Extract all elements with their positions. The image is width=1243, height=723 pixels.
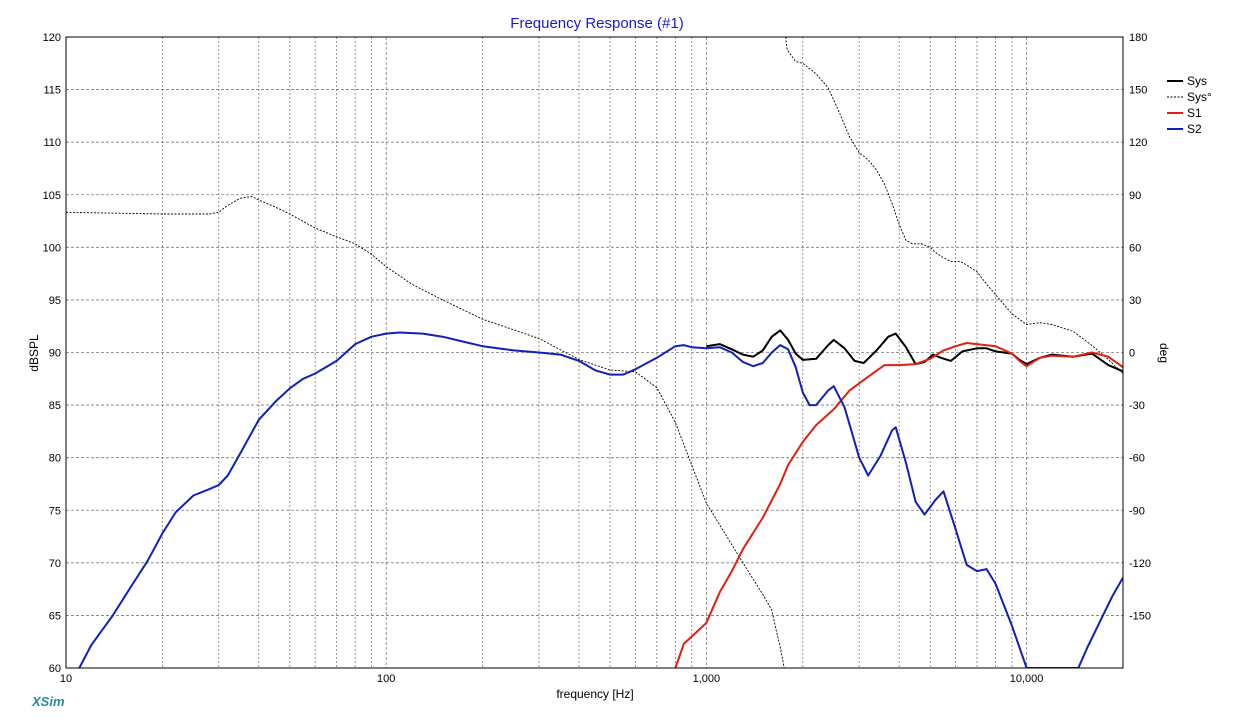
y-tick-label: 60 [49, 663, 61, 675]
y2-tick-label: 60 [1129, 242, 1141, 254]
legend-label: Sys [1187, 74, 1207, 88]
y2-axis-label: deg [1157, 343, 1171, 363]
grid [66, 37, 1123, 668]
series-line-s2 [78, 331, 1123, 668]
y2-tick-label: -90 [1129, 505, 1145, 517]
series-layer [66, 37, 1123, 668]
y2-tick-label: -30 [1129, 400, 1145, 412]
x-tick-label: 100 [377, 673, 395, 685]
y-tick-label: 65 [49, 610, 61, 622]
series-line-sys [706, 329, 1123, 373]
y-axis-label: dBSPL [27, 334, 41, 372]
x-tick-label: 10,000 [1010, 673, 1044, 685]
y-tick-label: 95 [49, 295, 61, 307]
x-axis-label: frequency [Hz] [556, 687, 633, 701]
chart-title: Frequency Response (#1) [510, 15, 683, 32]
y2-tick-label: 0 [1129, 348, 1135, 360]
brand-logo-text: XSim [31, 694, 65, 709]
y-tick-label: 85 [49, 400, 61, 412]
series-line-sys-phase [66, 37, 1123, 668]
x-tick-label: 10 [60, 673, 72, 685]
y2-tick-label: -120 [1129, 558, 1151, 570]
y-tick-label: 90 [49, 348, 61, 360]
y-tick-label: 75 [49, 505, 61, 517]
y-tick-label: 100 [43, 242, 61, 254]
y2-tick-label: 90 [1129, 190, 1141, 202]
plot-frame [65, 36, 1124, 669]
y2-tick-label: 120 [1129, 137, 1147, 149]
series-line-s1 [674, 342, 1123, 668]
legend-label: S2 [1187, 122, 1202, 136]
y2-tick-label: -150 [1129, 610, 1151, 622]
y-tick-label: 120 [43, 32, 61, 44]
y-tick-label: 115 [43, 85, 61, 97]
y2-tick-label: 30 [1129, 295, 1141, 307]
legend-label: Sys° [1187, 90, 1212, 104]
y-tick-label: 110 [43, 137, 61, 149]
legend-label: S1 [1187, 106, 1202, 120]
y-tick-label: 70 [49, 558, 61, 570]
y2-tick-label: 150 [1129, 85, 1147, 97]
tick-labels: 1201151101051009590858075706560180150120… [43, 32, 1151, 685]
y-tick-label: 105 [43, 190, 61, 202]
x-tick-label: 1,000 [693, 673, 721, 685]
y2-tick-label: 180 [1129, 32, 1147, 44]
y-tick-label: 80 [49, 453, 61, 465]
y2-tick-label: -60 [1129, 453, 1145, 465]
legend: Sys Sys° S1 S2 [1167, 74, 1212, 136]
